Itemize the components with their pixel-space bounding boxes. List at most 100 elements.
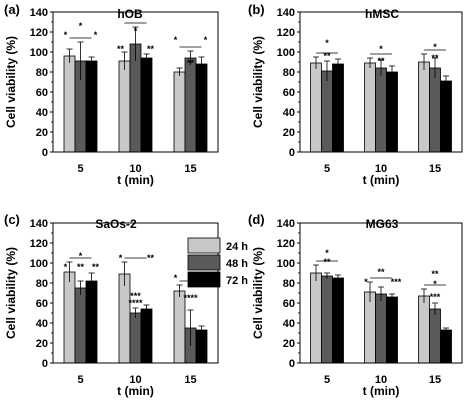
x-axis-label: t (min): [363, 384, 400, 398]
y-tick-label: 20: [36, 338, 48, 350]
legend-label: 24 h: [226, 241, 248, 253]
y-tick-label: 120: [30, 238, 48, 250]
y-tick-label: 100: [277, 258, 295, 270]
bar: [118, 60, 131, 153]
panel-letter: (d): [248, 212, 265, 227]
bar: [440, 329, 452, 364]
x-axis-label: t (min): [117, 384, 154, 398]
significance-marker: **: [323, 257, 331, 267]
y-tick-label: 40: [283, 107, 295, 119]
bar: [364, 62, 376, 153]
bar: [310, 272, 322, 364]
y-tick-label: 0: [42, 358, 48, 370]
y-tick-label: 80: [36, 67, 48, 79]
x-tick-label: 10: [129, 163, 141, 175]
y-axis-label: Cell viability (%): [4, 247, 18, 339]
x-tick-label: 10: [375, 374, 387, 386]
y-tick-label: 40: [283, 318, 295, 330]
bar: [375, 67, 387, 153]
significance-marker: *: [379, 44, 383, 54]
panel-title: MG63: [366, 217, 399, 231]
bar: [321, 275, 333, 364]
significance-marker: **: [77, 262, 85, 272]
bar: [364, 291, 376, 364]
bar: [375, 293, 387, 364]
legend-label: 72 h: [226, 275, 248, 287]
significance-marker: ***: [391, 277, 402, 287]
significance-marker: ***: [430, 292, 441, 302]
significance-marker: *: [119, 253, 123, 263]
y-tick-label: 120: [277, 27, 295, 39]
x-tick-label: 15: [184, 374, 196, 386]
x-tick-label: 15: [429, 163, 441, 175]
y-axis-label: Cell viability (%): [4, 36, 18, 128]
bar: [440, 80, 452, 153]
bar: [195, 329, 208, 364]
y-tick-label: 20: [283, 338, 295, 350]
y-tick-label: 40: [36, 107, 48, 119]
panel-b: (b) hMSC 0 20 40 60 80 100 120 140 Cell viability …: [248, 2, 463, 187]
bar: [140, 308, 153, 364]
significance-marker: *: [94, 30, 98, 40]
y-tick-label: 60: [283, 87, 295, 99]
panel-letter: (c): [4, 212, 20, 227]
bar: [429, 308, 441, 364]
significance-marker: **: [147, 44, 155, 54]
y-tick-label: 60: [36, 298, 48, 310]
bar: [140, 57, 153, 153]
bar: [129, 312, 142, 364]
significance-marker: *: [325, 248, 329, 258]
bar: [332, 63, 344, 153]
bar: [418, 61, 430, 153]
bar: [418, 295, 430, 364]
bar: [63, 55, 76, 153]
plot-frame: [299, 222, 463, 364]
bar: [63, 271, 76, 364]
y-tick-label: 0: [289, 358, 295, 370]
plot-frame: [299, 11, 463, 153]
y-tick-label: 0: [42, 147, 48, 159]
bar: [429, 67, 441, 153]
y-tick-label: 120: [30, 27, 48, 39]
legend-swatch: [187, 237, 221, 254]
significance-marker: *: [79, 21, 83, 31]
y-tick-label: 0: [289, 147, 295, 159]
panel-title: SaOs-2: [95, 217, 137, 231]
x-tick-label: 5: [324, 163, 330, 175]
bar: [310, 62, 322, 153]
bar: [386, 71, 398, 153]
x-axis-label: t (min): [117, 173, 154, 187]
y-tick-label: 80: [283, 67, 295, 79]
significance-marker: **: [431, 53, 439, 63]
x-tick-label: 15: [429, 374, 441, 386]
plot-frame: [52, 11, 219, 153]
significance-marker: **: [431, 269, 439, 279]
y-tick-label: 40: [36, 318, 48, 330]
significance-marker: ****: [183, 293, 198, 303]
x-tick-label: 10: [129, 374, 141, 386]
x-axis-label: t (min): [363, 173, 400, 187]
significance-marker: *: [174, 35, 178, 45]
panel-letter: (a): [4, 2, 20, 17]
legend-label: 48 h: [226, 258, 248, 270]
panel-c: (c) SaOs-2 0 20 40 60 80 100 120 140 Cell viabilit…: [4, 212, 219, 398]
y-tick-label: 100: [277, 47, 295, 59]
panel-title: hMSC: [365, 7, 399, 21]
panel-a: (a) hOB 0 20 40 60 80 100 120 140 Cell viability (…: [4, 2, 219, 187]
significance-marker: **: [377, 56, 385, 66]
bar: [118, 273, 131, 364]
bar: [85, 280, 98, 364]
legend-swatch: [187, 254, 221, 271]
x-tick-label: 5: [324, 374, 330, 386]
significance-marker: *: [64, 262, 68, 272]
significance-marker: **: [187, 58, 195, 68]
significance-marker: **: [92, 262, 100, 272]
bar: [74, 287, 87, 364]
y-tick-label: 20: [283, 127, 295, 139]
significance-marker: *: [364, 277, 368, 287]
y-axis-label: Cell viability (%): [251, 36, 265, 128]
plot-frame: [52, 222, 219, 364]
y-tick-label: 20: [36, 127, 48, 139]
significance-marker: **: [323, 51, 331, 61]
